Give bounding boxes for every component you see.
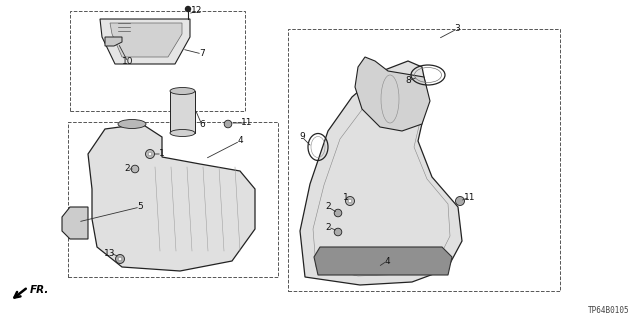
Polygon shape xyxy=(105,37,122,46)
Text: 7: 7 xyxy=(199,49,205,58)
Polygon shape xyxy=(300,61,462,285)
Circle shape xyxy=(118,257,122,261)
Text: 4: 4 xyxy=(237,137,243,145)
Bar xyxy=(170,91,195,133)
Circle shape xyxy=(346,197,355,205)
Text: 6: 6 xyxy=(199,121,205,130)
Text: 2: 2 xyxy=(124,165,130,174)
Circle shape xyxy=(186,6,191,11)
Text: 4: 4 xyxy=(384,256,390,265)
Text: TP64B0105: TP64B0105 xyxy=(588,306,630,315)
Circle shape xyxy=(145,150,154,159)
Bar xyxy=(68,122,278,277)
Text: 5: 5 xyxy=(137,203,143,211)
Bar xyxy=(288,29,560,291)
Text: 2: 2 xyxy=(325,222,331,232)
Circle shape xyxy=(334,209,342,217)
Circle shape xyxy=(456,197,465,205)
Polygon shape xyxy=(100,19,190,64)
Text: 2: 2 xyxy=(325,203,331,211)
Circle shape xyxy=(348,199,352,203)
Text: 10: 10 xyxy=(122,57,134,66)
Text: 11: 11 xyxy=(241,118,253,128)
Text: 1: 1 xyxy=(343,192,349,202)
Text: FR.: FR. xyxy=(30,285,49,295)
Ellipse shape xyxy=(170,87,195,94)
Ellipse shape xyxy=(170,130,195,137)
Polygon shape xyxy=(62,207,88,239)
Polygon shape xyxy=(355,57,430,131)
Polygon shape xyxy=(110,23,182,57)
Text: 8: 8 xyxy=(405,77,411,85)
Polygon shape xyxy=(314,247,452,275)
Circle shape xyxy=(148,152,152,156)
Ellipse shape xyxy=(118,120,146,129)
Circle shape xyxy=(224,120,232,128)
Text: 9: 9 xyxy=(299,132,305,142)
Circle shape xyxy=(334,228,342,236)
Text: 11: 11 xyxy=(464,192,476,202)
Text: 12: 12 xyxy=(191,6,203,16)
Circle shape xyxy=(131,165,139,173)
Bar xyxy=(70,11,245,111)
Text: 1: 1 xyxy=(159,150,165,159)
Text: 13: 13 xyxy=(104,249,116,257)
Circle shape xyxy=(115,255,125,263)
Polygon shape xyxy=(88,124,255,271)
Text: 3: 3 xyxy=(454,25,460,33)
